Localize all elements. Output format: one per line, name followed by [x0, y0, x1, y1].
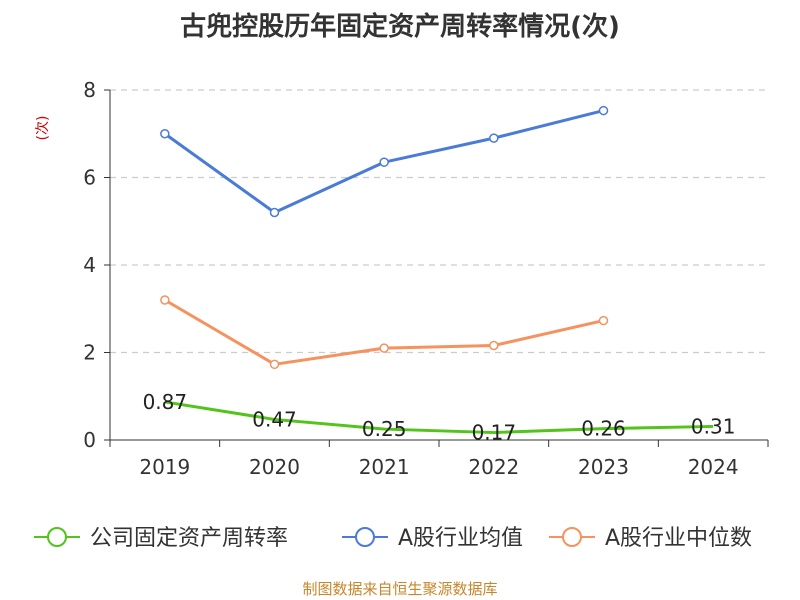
series-2: [160, 295, 609, 370]
legend-label: A股行业均值: [398, 526, 523, 551]
data-point: [160, 129, 170, 139]
chart-title: 古兜控股历年固定资产周转率情况(次): [180, 12, 620, 42]
data-point: [379, 157, 389, 167]
legend-swatch-marker: [355, 527, 375, 547]
legend-swatch-marker: [562, 527, 582, 547]
legend: 公司固定资产周转率 A股行业均值 A股行业中位数: [34, 526, 752, 551]
data-point: [160, 295, 170, 305]
x-tick-label: 2020: [249, 455, 300, 479]
series: 0.87 0.47 0.25 0.17 0.26 0.31: [143, 105, 736, 445]
data-point: [489, 133, 499, 143]
series-0: [164, 400, 714, 435]
legend-label: A股行业中位数: [605, 526, 752, 551]
data-label: 0.87: [143, 390, 188, 414]
legend-item-0: 公司固定资产周转率: [34, 526, 288, 551]
y-tick-label: 0: [83, 428, 96, 452]
data-point: [269, 359, 280, 370]
y-tick-label: 2: [83, 341, 96, 365]
data-label: 0.31: [691, 414, 736, 438]
data-point: [379, 343, 389, 353]
data-label: 0.26: [581, 417, 626, 441]
x-tick-label: 2022: [468, 455, 519, 479]
x-tick-label: 2019: [139, 455, 190, 479]
legend-swatch-marker: [47, 527, 67, 547]
legend-item-2: A股行业中位数: [549, 526, 752, 551]
y-axis-label: (次): [35, 116, 51, 141]
series-line: [164, 400, 714, 435]
y-tick-label: 4: [83, 253, 96, 277]
x-tick-label: 2021: [359, 455, 410, 479]
data-labels: 0.87 0.47 0.25 0.17 0.26 0.31: [143, 390, 736, 445]
legend-item-1: A股行业均值: [342, 526, 523, 551]
data-label: 0.25: [362, 417, 407, 441]
source-note: 制图数据来自恒生聚源数据库: [302, 580, 498, 598]
x-tick-label: 2023: [578, 455, 629, 479]
series-line: [164, 298, 604, 366]
x-tick-label: 2024: [688, 455, 739, 479]
legend-label: 公司固定资产周转率: [90, 526, 288, 551]
data-point: [269, 207, 280, 218]
grid-lines: [110, 89, 768, 354]
data-label: 0.17: [472, 421, 517, 445]
data-point: [489, 340, 499, 351]
data-point: [598, 105, 609, 116]
series-1: [160, 105, 609, 218]
y-tick-label: 6: [83, 166, 96, 190]
data-point: [598, 315, 609, 326]
y-tick-label: 8: [83, 78, 96, 102]
axes: 0 2 4 6 8 2019 2020 2021 2022 2023 2024: [83, 78, 769, 479]
data-label: 0.47: [252, 407, 297, 431]
